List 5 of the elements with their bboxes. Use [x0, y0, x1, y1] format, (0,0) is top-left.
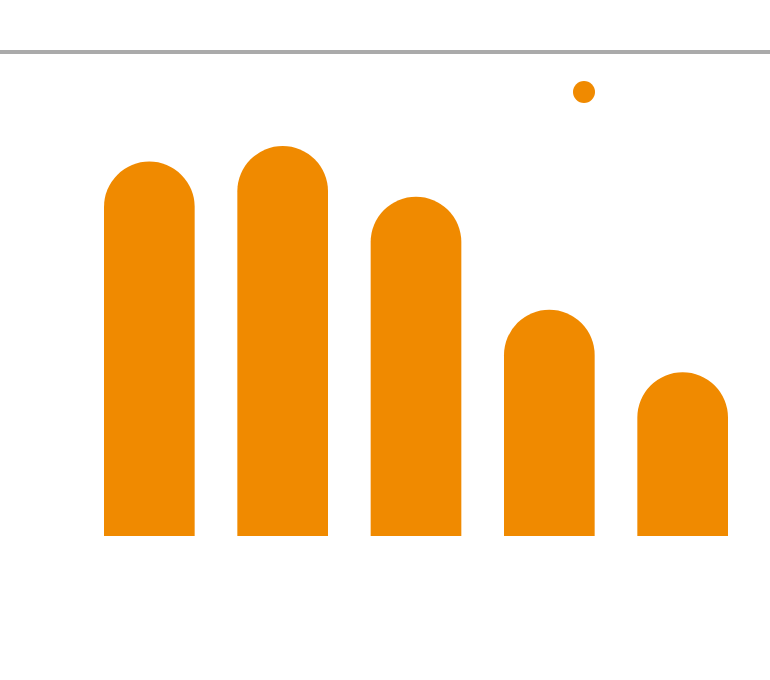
bar [370, 196, 462, 536]
bar [237, 146, 328, 536]
bar [637, 372, 728, 536]
bar [104, 161, 195, 536]
bar [504, 309, 595, 536]
